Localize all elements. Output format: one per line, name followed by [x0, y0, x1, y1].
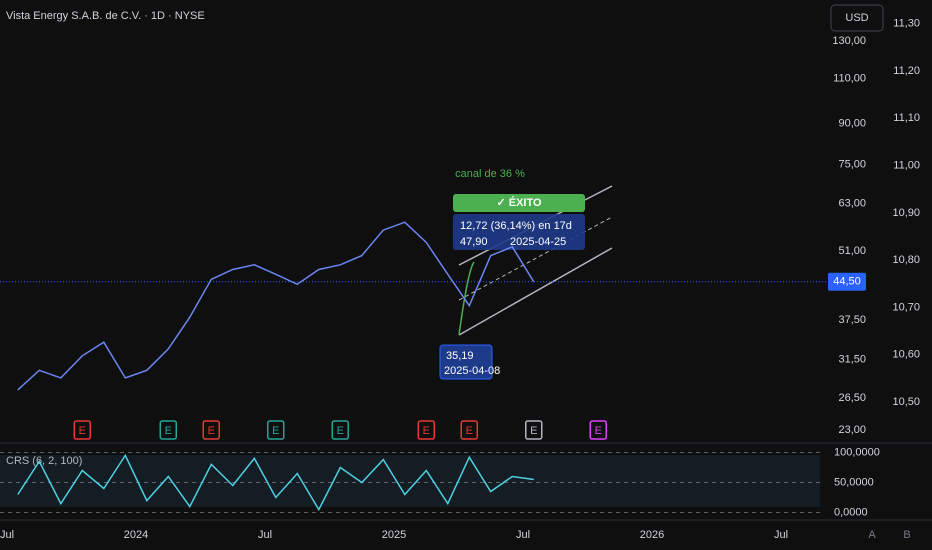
y2-tick-label: 11,30 — [893, 18, 920, 30]
last-price-label: 44,50 — [833, 276, 861, 288]
scale-a[interactable]: A — [868, 529, 876, 541]
crs-band — [0, 455, 820, 507]
y2-tick-label: 10,80 — [892, 254, 920, 266]
x-tick-label: Jul — [774, 529, 788, 541]
y2-tick-label: 10,90 — [892, 207, 920, 219]
measure-box — [453, 214, 585, 250]
earnings-label: E — [530, 425, 537, 437]
y-tick-label: 31,50 — [838, 353, 866, 365]
high-price: 47,90 — [460, 236, 488, 248]
earnings-label: E — [272, 425, 279, 437]
series-line — [17, 221, 535, 391]
x-tick-label: 2026 — [640, 529, 664, 541]
earnings-marker — [159, 420, 177, 440]
x-tick-label: 2025 — [382, 529, 406, 541]
x-tick-label: Jul — [516, 529, 530, 541]
channel-label: canal de 36 % — [455, 168, 525, 180]
y-tick-label: 90,00 — [838, 117, 866, 129]
earnings-marker — [73, 420, 91, 440]
scale-b[interactable]: B — [903, 529, 910, 541]
low-box — [439, 344, 493, 380]
y-tick-label: 110,00 — [833, 72, 866, 84]
earnings-marker — [460, 420, 478, 440]
y-tick-label: 51,00 — [838, 245, 866, 257]
crs-tick-label: 0,0000 — [834, 506, 868, 518]
low-price: 35,19 — [446, 350, 474, 362]
y2-tick-label: 10,70 — [892, 301, 920, 313]
y2-tick-label: 10,60 — [892, 349, 920, 361]
channel-lower — [458, 247, 613, 336]
low-date: 2025-04-08 — [444, 365, 500, 377]
earnings-label: E — [208, 425, 215, 437]
y-tick-label: 26,50 — [838, 392, 866, 404]
status-badge — [453, 194, 585, 212]
crs-tick-label: 50,0000 — [834, 476, 874, 488]
channel-mid — [458, 216, 613, 301]
currency-button[interactable] — [830, 4, 884, 32]
y2-tick-label: 10,50 — [892, 396, 920, 408]
y-tick-label: 37,50 — [838, 314, 866, 326]
earnings-marker — [267, 420, 285, 440]
earnings-marker — [202, 420, 220, 440]
x-tick-label: 2024 — [124, 529, 148, 541]
y-tick-label: 75,00 — [838, 158, 866, 170]
x-tick-label: Jul — [258, 529, 272, 541]
earnings-label: E — [423, 425, 430, 437]
y2-tick-label: 11,00 — [893, 159, 920, 171]
earnings-label: E — [595, 425, 602, 437]
y-tick-label: 23,00 — [838, 424, 866, 436]
measure: 12,72 (36,14%) en 17d — [460, 220, 572, 232]
earnings-marker — [417, 420, 435, 440]
high-date: 2025-04-25 — [510, 236, 566, 248]
chart-title: Vista Energy S.A.B. de C.V. · 1D · NYSE — [6, 10, 205, 22]
crs-tick-label: 100,0000 — [834, 446, 880, 458]
currency: USD — [845, 12, 868, 24]
earnings-marker — [331, 420, 349, 440]
y2-tick-label: 11,10 — [893, 112, 920, 124]
earnings-marker — [525, 420, 543, 440]
series-line — [17, 453, 534, 512]
crs-title: CRS (6, 2, 100) — [6, 455, 82, 467]
earnings-label: E — [466, 425, 473, 437]
earnings-label: E — [79, 425, 86, 437]
y-tick-label: 130,00 — [832, 35, 866, 47]
status: ✓ ÉXITO — [496, 196, 542, 209]
y2-tick-label: 11,20 — [893, 65, 920, 77]
earnings-label: E — [165, 425, 172, 437]
last-price-box — [828, 272, 866, 291]
y-tick-label: 63,00 — [838, 198, 866, 210]
projection — [458, 261, 475, 336]
earnings-marker — [589, 420, 607, 440]
x-tick-label: Jul — [0, 529, 14, 541]
earnings-label: E — [337, 425, 344, 437]
